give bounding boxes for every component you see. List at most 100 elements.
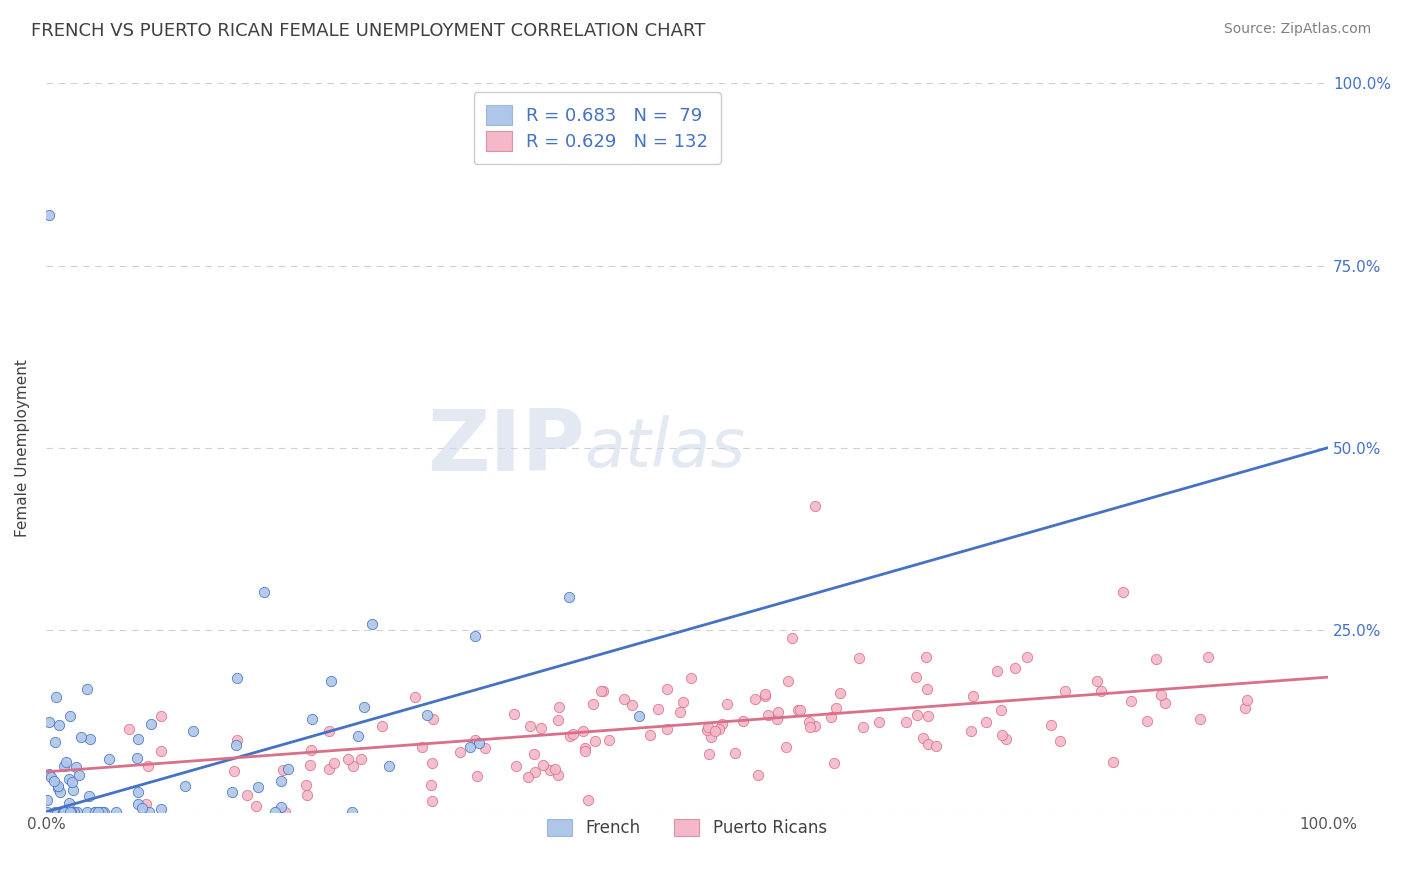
Point <box>1049 734 1071 748</box>
Point <box>35 793 58 807</box>
Point <box>754 687 776 701</box>
Point <box>318 724 340 739</box>
Point <box>823 756 845 770</box>
Point <box>322 756 344 771</box>
Point <box>127 751 149 765</box>
Point <box>613 692 636 706</box>
Point <box>672 695 695 709</box>
Point <box>804 499 827 513</box>
Point <box>361 617 384 632</box>
Point <box>574 741 596 756</box>
Point <box>42 774 65 789</box>
Point <box>657 722 679 736</box>
Point <box>544 762 567 776</box>
Point <box>60 775 83 789</box>
Point <box>84 805 107 819</box>
Point <box>38 767 60 781</box>
Point <box>710 716 733 731</box>
Point <box>1233 700 1256 714</box>
Point <box>468 736 491 750</box>
Point <box>141 717 163 731</box>
Point <box>894 715 917 730</box>
Point <box>65 805 87 819</box>
Point <box>574 744 596 758</box>
Point <box>915 682 938 697</box>
Point <box>620 698 643 713</box>
Point <box>697 747 720 761</box>
Point <box>754 689 776 703</box>
Point <box>35 805 58 819</box>
Point <box>77 789 100 804</box>
Point <box>548 699 571 714</box>
Point <box>789 703 811 717</box>
Point <box>1039 718 1062 732</box>
Point <box>990 703 1012 717</box>
Text: atlas: atlas <box>585 415 745 481</box>
Point <box>558 591 581 605</box>
Point <box>657 681 679 696</box>
Point <box>274 805 297 819</box>
Point <box>547 768 569 782</box>
Point <box>131 800 153 814</box>
Point <box>263 805 285 819</box>
Point <box>97 752 120 766</box>
Point <box>1004 661 1026 675</box>
Point <box>733 714 755 728</box>
Point <box>55 755 77 769</box>
Point <box>804 719 827 733</box>
Point <box>776 674 799 689</box>
Point <box>1015 649 1038 664</box>
Point <box>127 797 149 812</box>
Point <box>79 731 101 746</box>
Point <box>558 730 581 744</box>
Point <box>46 780 69 795</box>
Point <box>87 805 110 819</box>
Point <box>1189 712 1212 726</box>
Point <box>93 805 115 819</box>
Text: FRENCH VS PUERTO RICAN FEMALE UNEMPLOYMENT CORRELATION CHART: FRENCH VS PUERTO RICAN FEMALE UNEMPLOYME… <box>31 22 706 40</box>
Point <box>246 780 269 795</box>
Point <box>48 779 70 793</box>
Point <box>917 708 939 723</box>
Point <box>225 739 247 753</box>
Point <box>780 631 803 645</box>
Point <box>474 741 496 756</box>
Point <box>533 757 555 772</box>
Point <box>582 697 605 711</box>
Point <box>52 759 75 773</box>
Point <box>127 732 149 747</box>
Point <box>59 805 82 819</box>
Point <box>83 805 105 819</box>
Point <box>150 708 173 723</box>
Point <box>65 760 87 774</box>
Point <box>221 785 243 799</box>
Point <box>270 774 292 789</box>
Point <box>245 798 267 813</box>
Point <box>458 740 481 755</box>
Point <box>319 673 342 688</box>
Point <box>277 762 299 776</box>
Point <box>716 697 738 711</box>
Point <box>647 702 669 716</box>
Point <box>44 735 66 749</box>
Point <box>598 732 620 747</box>
Point <box>150 744 173 758</box>
Point <box>298 757 321 772</box>
Point <box>576 793 599 807</box>
Point <box>299 743 322 757</box>
Point <box>150 802 173 816</box>
Point <box>572 724 595 739</box>
Point <box>337 751 360 765</box>
Point <box>591 684 613 698</box>
Point <box>253 585 276 599</box>
Point <box>118 722 141 736</box>
Point <box>58 796 80 810</box>
Point <box>917 737 939 751</box>
Point <box>41 770 63 784</box>
Point <box>799 720 821 734</box>
Point <box>820 710 842 724</box>
Point <box>1053 683 1076 698</box>
Point <box>420 794 443 808</box>
Point <box>925 739 948 753</box>
Point <box>350 752 373 766</box>
